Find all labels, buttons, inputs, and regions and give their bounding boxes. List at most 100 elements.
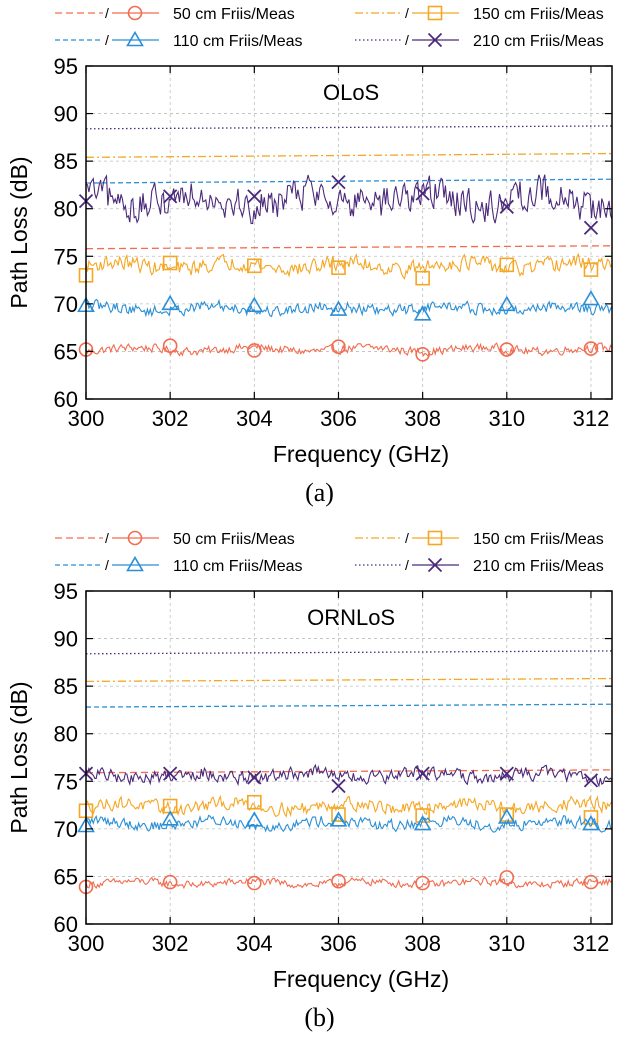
x-axis-label: Frequency (GHz) [273, 441, 449, 467]
legend-marker [427, 32, 443, 48]
x-tick-label: 310 [488, 931, 525, 956]
y-tick-label: 95 [54, 579, 78, 604]
legend-item: / 150 cm Friis/Meas [355, 530, 604, 548]
legend-separator: / [105, 32, 109, 48]
legend-marker [126, 30, 144, 47]
data-marker [497, 808, 516, 824]
chart-panel-a: / 50 cm Friis/Meas / 150 cm Friis/Meas / 110 … [0, 0, 639, 520]
meas-markers-110cm [77, 289, 600, 321]
y-tick-label: 60 [54, 912, 78, 937]
x-tick-label: 312 [573, 406, 610, 431]
data-marker [247, 875, 262, 891]
data-marker [583, 773, 599, 788]
data-marker [415, 875, 430, 891]
plot-frame [85, 590, 613, 925]
x-tick-label: 308 [404, 931, 441, 956]
y-tick-label: 70 [54, 817, 78, 842]
legend-item: / 110 cm Friis/Meas [55, 555, 303, 575]
data-marker [583, 220, 599, 235]
x-tick-label: 304 [236, 931, 273, 956]
legend-item: / 210 cm Friis/Meas [355, 32, 604, 50]
meas-markers-150cm [78, 255, 599, 286]
data-marker [415, 270, 430, 286]
data-marker [161, 294, 180, 311]
data-marker [499, 257, 515, 273]
x-tick-label: 306 [320, 931, 357, 956]
data-marker [247, 258, 262, 274]
legend: / 50 cm Friis/Meas / 150 cm Friis/Meas / 110 … [55, 5, 604, 50]
y-tick-label: 90 [54, 627, 78, 652]
legend-marker [427, 557, 443, 573]
data-marker [415, 766, 430, 781]
y-tick-label: 75 [54, 244, 78, 269]
x-tick-label: 308 [404, 406, 441, 431]
legend-separator: / [105, 530, 109, 546]
grid [85, 590, 612, 925]
data-marker [415, 808, 430, 823]
friis-line-50cm [85, 245, 613, 250]
meas-line-110cm [85, 298, 613, 318]
y-tick-label: 65 [54, 864, 78, 889]
meas-line-210cm [85, 174, 613, 225]
data-marker [163, 189, 178, 204]
legend-label: 50 cm Friis/Meas [173, 6, 295, 23]
data-marker [163, 766, 178, 781]
data-marker [329, 811, 348, 827]
y-tick-label: 65 [54, 339, 78, 364]
x-tick-label: 300 [68, 931, 105, 956]
data-marker [582, 289, 600, 306]
data-marker [499, 766, 514, 781]
data-marker [245, 811, 264, 827]
legend-label: 110 cm Friis/Meas [173, 558, 303, 575]
friis-line-110cm [85, 703, 613, 708]
x-tick-label: 306 [320, 406, 357, 431]
legend-item: / 50 cm Friis/Meas [55, 530, 295, 548]
data-marker [247, 794, 262, 810]
legend-label: 210 cm Friis/Meas [473, 558, 604, 575]
data-marker [245, 296, 264, 313]
x-tick-label: 304 [236, 406, 273, 431]
chart-panel-b: / 50 cm Friis/Meas / 150 cm Friis/Meas / 110 … [0, 525, 639, 1049]
data-marker [331, 260, 346, 276]
legend-label: 50 cm Friis/Meas [173, 531, 295, 548]
legend-separator: / [105, 5, 109, 21]
x-tick-label: 302 [152, 406, 189, 431]
chart-b-caption: (b) [304, 1003, 335, 1032]
data-marker [162, 255, 178, 271]
x-tick-label: 310 [488, 406, 525, 431]
data-marker [331, 873, 346, 889]
legend-label: 110 cm Friis/Meas [173, 33, 303, 50]
y-tick-label: 85 [54, 674, 78, 699]
data-marker [583, 262, 599, 277]
data-marker [415, 186, 430, 201]
data-marker [499, 870, 515, 885]
data-marker [413, 305, 432, 321]
y-tick-label: 75 [54, 769, 78, 794]
legend-marker [427, 5, 443, 21]
chart-b-svg: / 50 cm Friis/Meas / 150 cm Friis/Meas / 110 … [6, 530, 613, 992]
x-tick-label: 312 [573, 931, 610, 956]
friis-line-150cm [85, 152, 613, 158]
x-axis-label: Frequency (GHz) [273, 966, 449, 992]
axes: 300 302 304 306 308 310 312 60 65 70 75 80 85 90 95 [54, 579, 612, 956]
meas-line-50cm [85, 876, 613, 890]
data-marker [499, 199, 514, 214]
legend-marker [127, 5, 143, 21]
legend-label: 150 cm Friis/Meas [473, 6, 604, 23]
data-marker [247, 770, 262, 785]
plot-frame [85, 65, 613, 400]
data-marker [583, 341, 599, 356]
y-axis-label: Path Loss (dB) [6, 156, 32, 308]
meas-markers-50cm [78, 870, 599, 895]
data-marker [162, 874, 178, 890]
legend-item: / 210 cm Friis/Meas [355, 557, 604, 575]
legend-marker [427, 530, 443, 546]
x-tick-label: 300 [68, 406, 105, 431]
legend-marker [126, 555, 144, 572]
data-marker [247, 189, 262, 204]
data-marker [161, 810, 180, 826]
data-marker [331, 174, 346, 190]
data-marker [583, 810, 599, 825]
data-marker [162, 338, 178, 354]
legend-separator: / [405, 32, 409, 48]
